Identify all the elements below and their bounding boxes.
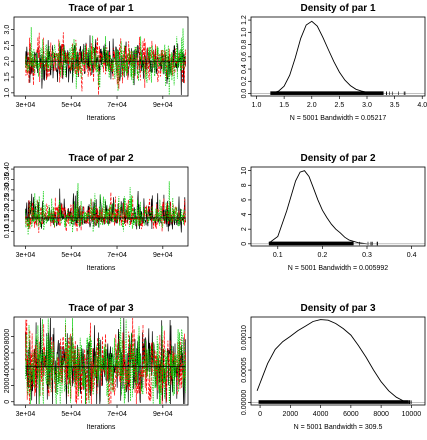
x-tick-label: 5e+04: [61, 102, 81, 109]
y-tick-label: 0.30: [4, 183, 11, 197]
plot-frame: [13, 16, 189, 97]
x-tick-label: 1.0: [252, 102, 262, 109]
x-tick-label: 3.0: [362, 102, 372, 109]
x-tick-label: 5e+04: [61, 411, 81, 418]
density-curve: [268, 170, 368, 245]
plot-frame: [250, 166, 426, 247]
y-tick-label: 0.40: [4, 162, 11, 176]
panel-title: Density of par 3: [300, 303, 375, 314]
density-curve: [272, 20, 379, 95]
panel-title: Trace of par 3: [68, 303, 133, 314]
panel-3: Trace of par 23e+04 5e+04 7e+04 9e+040.100.…: [4, 153, 189, 272]
x-tick-label: 3.5: [390, 102, 400, 109]
x-tick-label: 1.5: [279, 102, 289, 109]
x-axis-label: Iterations: [87, 424, 116, 431]
panel-5: Trace of par 3 3e+04 5e+04 7e+04 9e+04 0 20004…: [4, 303, 189, 431]
panel-2: Density of par 1 1.0 1.5 2.0 2.5 3.0 3.5 4.0 0.0…: [241, 3, 427, 122]
y-tick-label: 4000: [4, 361, 11, 377]
x-axis-label: N = 5001 Bandwidth = 0.005992: [288, 265, 389, 272]
x-axis-label: N = 5001 Bandwidth = 309.5: [294, 424, 383, 431]
y-tick-label: 0.00000: [241, 390, 248, 415]
density-rug: [270, 91, 384, 95]
panel-1: Trace of par 1 3e+04 5e+04 7e+04 9e+04 1.0 1.5…: [4, 3, 189, 122]
y-tick-label: 1.0: [4, 88, 11, 98]
panel-4: Density of par 2 0.1 0.2 0.3 0.4 0 2 4 6 8 10 N = 5…: [241, 153, 426, 272]
x-tick-label: 10000: [402, 411, 422, 418]
trace-chain-2: [25, 32, 187, 96]
x-tick-label: 9e+04: [153, 252, 173, 259]
y-tick-label: 0.0: [241, 89, 248, 99]
y-tick-label: 0.20: [4, 204, 11, 218]
y-tick-label: 6000: [4, 345, 11, 361]
panel-title: Trace of par 2: [68, 153, 133, 164]
y-tick-label: 8: [241, 183, 248, 187]
y-tick-label: 2.0: [4, 56, 11, 66]
y-tick-label: 1.5: [4, 72, 11, 82]
panel-6: Density of par 3 0 2000 4000 6000 8000 10000 0.…: [241, 303, 426, 431]
y-tick-label: 0.25: [4, 193, 11, 207]
x-tick-label: 3e+04: [16, 411, 36, 418]
x-tick-label: 2.5: [335, 102, 345, 109]
plot-frame: [250, 316, 426, 406]
x-tick-label: 0.4: [407, 252, 417, 259]
x-axis-label: Iterations: [87, 115, 116, 122]
density-rug: [258, 400, 409, 404]
y-tick-label: 0.15: [4, 214, 11, 228]
x-axis-label: Iterations: [87, 265, 116, 272]
x-tick-label: 7e+04: [107, 102, 127, 109]
x-tick-label: 6000: [343, 411, 359, 418]
y-tick-label: 0.00005: [241, 357, 248, 382]
density-curve: [256, 319, 409, 403]
x-tick-label: 9e+04: [153, 411, 173, 418]
x-tick-label: 3e+04: [16, 102, 36, 109]
y-tick-label: 0.00010: [241, 325, 248, 350]
y-tick-label: 0: [241, 242, 248, 246]
x-tick-label: 3e+04: [16, 252, 36, 259]
y-tick-label: 2000: [4, 378, 11, 394]
x-tick-label: 2000: [283, 411, 299, 418]
x-tick-label: 7e+04: [107, 411, 127, 418]
y-tick-label: 2.5: [4, 40, 11, 50]
x-tick-label: 4000: [313, 411, 329, 418]
y-tick-label: 0.4: [241, 64, 248, 74]
y-tick-label: 3.0: [4, 25, 11, 35]
plot-frame: [13, 316, 189, 406]
trace-chain-2: [25, 317, 187, 405]
x-tick-label: 9e+04: [153, 102, 173, 109]
x-tick-label: 0: [258, 411, 262, 418]
x-tick-label: 5e+04: [61, 252, 81, 259]
y-tick-label: 0.10: [4, 225, 11, 239]
panel-title: Trace of par 1: [68, 3, 133, 14]
y-tick-label: 0.6: [241, 52, 248, 62]
y-tick-label: 0.2: [241, 76, 248, 86]
y-tick-label: 0: [4, 400, 11, 404]
plot-frame: [13, 166, 189, 247]
x-axis-label: N = 5001 Bandwidth = 0.05217: [290, 115, 387, 122]
y-tick-label: 1.0: [241, 27, 248, 37]
panel-title: Density of par 2: [300, 153, 375, 164]
y-tick-label: 2: [241, 227, 248, 231]
y-tick-label: 8000: [4, 329, 11, 345]
x-tick-label: 2.0: [307, 102, 317, 109]
trace-chain-3: [25, 27, 187, 96]
x-tick-label: 7e+04: [107, 252, 127, 259]
density-rug: [268, 241, 354, 246]
x-tick-label: 0.1: [273, 252, 283, 259]
trace-chain-3: [25, 181, 186, 236]
y-tick-label: 1.2: [241, 15, 248, 25]
x-tick-label: 0.3: [362, 252, 372, 259]
y-tick-label: 0.8: [241, 40, 248, 50]
y-tick-label: 4: [241, 212, 248, 216]
y-tick-label: 10: [241, 167, 248, 175]
y-tick-label: 0.35: [4, 173, 11, 187]
x-tick-label: 8000: [373, 411, 389, 418]
y-tick-label: 6: [241, 198, 248, 202]
x-tick-label: 0.2: [318, 252, 328, 259]
panel-title: Density of par 1: [300, 3, 375, 14]
x-tick-label: 4.0: [417, 102, 427, 109]
